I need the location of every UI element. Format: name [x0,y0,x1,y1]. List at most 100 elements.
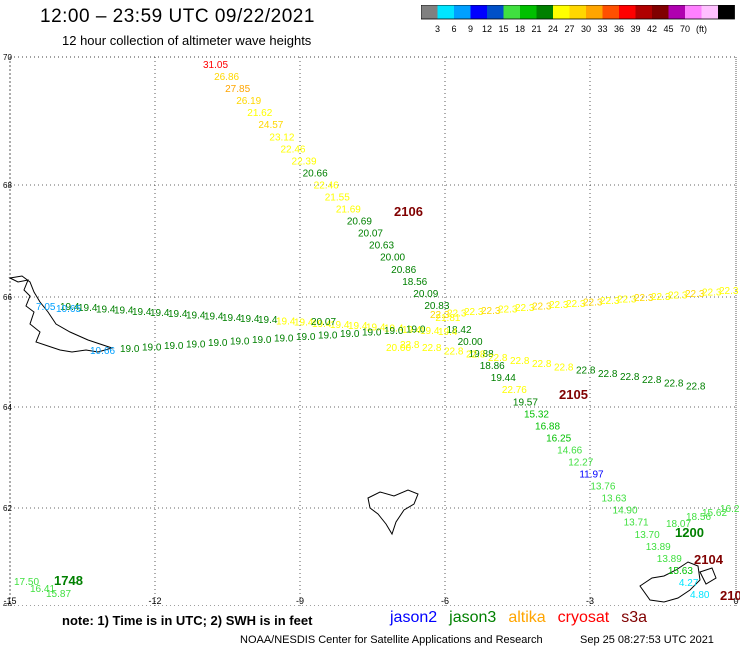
wave-height-label: 20.86 [391,265,416,276]
track-mark: 19.4 [222,313,242,324]
track-mark: 22.3 [617,295,637,306]
track-mark: 19.4 [78,303,98,314]
color-swatch [470,5,487,19]
y-tick-label: 70 [3,53,12,62]
track-mark: 22.3 [719,286,739,297]
track-mark: 19.0 [318,331,338,342]
wave-height-label: 13.89 [646,542,671,553]
wave-height-label: 20.07 [311,317,336,328]
wave-height-label: 20.00 [380,253,405,264]
wave-height-label: 18.07 [666,519,691,530]
time-label: 2106 [394,204,423,219]
wave-height-label: 31.05 [203,60,228,71]
x-tick-label: -3 [586,596,594,606]
track-mark: 19.4 [114,306,134,317]
footer-note: note: 1) Time is in UTC; 2) SWH is in fe… [62,613,313,628]
track-mark: 19.4 [294,318,314,329]
track-mark: 19.0 [208,338,228,349]
color-scale-label: 45 [663,24,673,34]
track-mark: 22.3 [651,292,671,303]
color-scale-label: 21 [531,24,541,34]
wave-height-label: 20.83 [424,301,449,312]
color-swatch [553,5,570,19]
wave-height-label: 20.00 [386,343,411,354]
track-mark: 19.0 [252,335,272,346]
track-mark: 19.4 [258,315,278,326]
wave-height-label: 16.25 [546,433,571,444]
color-scale-label: 24 [548,24,558,34]
track-mark: 22.8 [422,343,442,354]
track-mark: 22.8 [400,340,420,351]
color-swatch [701,5,718,19]
track-mark: 22.8 [532,359,552,370]
wave-height-label: 21.55 [325,193,350,204]
wave-height-label: 20.09 [413,289,438,300]
track-mark: 19.4 [402,325,422,336]
track-mark: 22.8 [642,375,662,386]
color-scale-label: 6 [451,24,456,34]
satellite-jason2: jason2 [390,609,438,626]
wave-height-label: 4.80 [690,590,710,601]
time-label: 2105 [559,387,588,402]
y-tick-label: 60 [3,602,12,606]
track-mark: 22.3 [702,288,722,299]
track-mark: 22.8 [686,382,706,393]
track-mark: 19.0 [406,325,426,336]
track-mark: 19.4 [186,310,206,321]
track-mark: 19.4 [276,316,296,327]
satellite-altika: altika [508,609,546,626]
track-mark: 19.0 [274,334,294,345]
wave-height-label: 18.56 [402,277,427,288]
track-mark: 19.4 [168,309,188,320]
track-mark: 19.4 [96,304,116,315]
color-scale-label: 15 [498,24,508,34]
wave-height-label: 14.66 [557,445,582,456]
track-mark: 22.3 [498,304,518,315]
page-title: 12:00 – 23:59 UTC 09/22/2021 [40,6,315,27]
track-mark: 22.8 [554,362,574,373]
track-mark: 19.0 [164,341,184,352]
wave-height-label: 22.46 [314,180,339,191]
track-mark: 19.0 [362,328,382,339]
color-scale-label: 30 [581,24,591,34]
track-mark: 19.4 [312,319,332,330]
color-swatch [619,5,636,19]
wave-height-label: 20.66 [303,168,328,179]
track-mark: 22.8 [510,356,530,367]
credit-timestamp: Sep 25 08:27:53 UTC 2021 [580,634,714,646]
wave-height-label: 13.70 [635,530,660,541]
track-mark: 19.0 [186,340,206,351]
track-mark: 22.3 [481,306,501,317]
x-tick-label: -6 [441,596,449,606]
wave-height-label: 19.44 [491,373,516,384]
color-swatch [685,5,702,19]
color-swatch [569,5,586,19]
time-label: 2104 [694,552,724,567]
time-label: 210 [720,588,740,603]
color-scale-label: 27 [564,24,574,34]
y-tick-label: 64 [3,403,12,412]
x-tick-label: -15 [3,596,16,606]
track-mark: 19.0 [340,329,360,340]
track-mark: 22.3 [447,309,467,320]
track-mark: 19.4 [204,312,224,323]
wave-height-label: 20.00 [458,337,483,348]
track-mark: 19.4 [438,327,458,338]
wave-height-label: 15.87 [46,589,71,600]
wave-height-label: 20.63 [369,241,394,252]
color-swatch [421,5,438,19]
track-mark: 19.4 [330,320,350,331]
wave-height-label: 21.69 [336,205,361,216]
wave-height-label: 4.27 [679,578,699,589]
time-label: 1200 [675,525,704,540]
wave-height-label: 21.81 [435,313,460,324]
wave-height-label: 12.27 [568,458,593,469]
track-mark: 22.3 [685,289,705,300]
wave-height-label: 27.85 [225,84,250,95]
color-scale-label: 18 [515,24,525,34]
faroe-coastline [367,489,419,536]
wave-height-label: 18.42 [447,325,472,336]
track-mark: 19.4 [150,308,170,319]
track-mark: 19.0 [230,337,250,348]
color-swatch [602,5,619,19]
